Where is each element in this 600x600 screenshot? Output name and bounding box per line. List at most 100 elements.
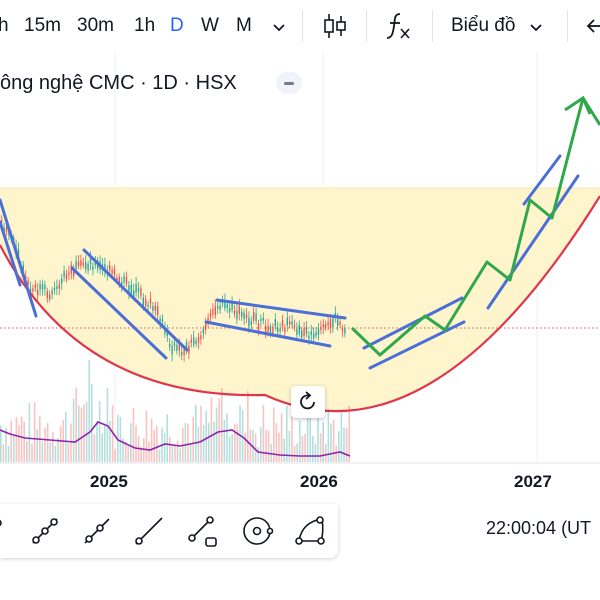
- candle-body: [274, 319, 276, 327]
- volume-bar: [59, 426, 62, 462]
- cup-curve: [0, 195, 600, 413]
- candle-body: [128, 285, 130, 294]
- trend-angle-tool-icon[interactable]: [186, 514, 220, 548]
- chevron-down-icon[interactable]: [527, 18, 545, 36]
- candle-body: [202, 329, 204, 334]
- price-chart[interactable]: [0, 52, 600, 465]
- volume-bar: [13, 435, 15, 462]
- candle-body: [236, 310, 238, 320]
- trend-line-tool-icon[interactable]: [0, 514, 24, 548]
- candle-body: [121, 281, 123, 287]
- candle-body: [310, 331, 312, 336]
- clock-display[interactable]: 22:00:04 (UT: [486, 518, 592, 538]
- candle-body: [289, 321, 291, 325]
- volume-bar: [44, 427, 46, 462]
- interval-15m-button[interactable]: 15m: [24, 15, 61, 36]
- arc-tool-icon[interactable]: [294, 514, 328, 548]
- candle-body: [65, 274, 68, 280]
- volume-bar: [119, 416, 122, 462]
- candle-body: [58, 284, 60, 289]
- volume-bar: [117, 414, 119, 462]
- candle-body: [29, 288, 32, 295]
- candle-body: [1, 219, 3, 222]
- volume-bar: [2, 444, 5, 462]
- volume-bar: [49, 442, 51, 462]
- volume-bar: [36, 429, 38, 462]
- candle-body: [317, 328, 320, 335]
- toolbar-divider: [366, 10, 367, 42]
- candle-body: [255, 313, 257, 321]
- toolbar-divider: [567, 10, 568, 42]
- volume-bar: [187, 423, 189, 462]
- interval-m-button[interactable]: M: [236, 15, 252, 36]
- volume-bar: [278, 432, 280, 462]
- candle-body: [277, 327, 279, 332]
- candle-body: [51, 290, 53, 295]
- candle-body: [257, 323, 260, 332]
- candle-body: [164, 328, 166, 334]
- volume-bar: [239, 405, 241, 462]
- candle-body: [166, 330, 168, 336]
- collapse-legend-button[interactable]: [276, 72, 302, 94]
- cup-zone: [0, 188, 600, 411]
- candle-body: [140, 288, 142, 296]
- candle-body: [243, 312, 245, 319]
- candle-body: [171, 345, 173, 355]
- volume-bar: [85, 401, 88, 462]
- volume-bar: [169, 436, 171, 462]
- circle-tool-icon[interactable]: [240, 514, 274, 548]
- candle-body: [44, 284, 46, 290]
- volume-bar: [306, 403, 309, 462]
- volume-bar: [98, 401, 101, 462]
- volume-bar: [28, 403, 31, 462]
- top-toolbar: h 15m 30m 1h D W M Biểu đồ: [0, 0, 600, 52]
- volume-bar: [31, 443, 33, 462]
- volume-bar: [275, 423, 278, 462]
- candle-body: [68, 272, 70, 275]
- volume-bar: [267, 430, 270, 462]
- volume-bar: [314, 443, 317, 462]
- volume-bar: [262, 404, 265, 462]
- candle-body: [313, 333, 315, 339]
- indicators-fx-icon[interactable]: [384, 10, 414, 42]
- time-axis-label: 2026: [300, 472, 338, 491]
- volume-bar: [46, 422, 49, 462]
- volume-bar: [286, 405, 288, 462]
- info-line-tool-icon[interactable]: [28, 514, 62, 548]
- interval-30m-button[interactable]: 30m: [77, 15, 114, 36]
- candle-body: [281, 320, 284, 327]
- volume-bar: [93, 434, 96, 462]
- candle-body: [116, 277, 118, 281]
- undo-icon[interactable]: [584, 16, 600, 36]
- chevron-down-icon[interactable]: [270, 18, 288, 36]
- candle-body: [327, 322, 329, 326]
- candle-body: [157, 306, 159, 315]
- candle-body: [159, 318, 161, 323]
- extended-line-tool-icon[interactable]: [132, 514, 166, 548]
- volume-bar: [205, 410, 207, 462]
- candle-body: [284, 327, 286, 333]
- interval-hour-button[interactable]: h: [0, 15, 9, 36]
- candle-body: [125, 277, 128, 284]
- candle-body: [193, 337, 195, 345]
- reset-chart-button[interactable]: [291, 386, 325, 418]
- candle-body: [173, 343, 176, 346]
- interval-1h-button[interactable]: 1h: [134, 15, 156, 36]
- volume-bar: [158, 449, 161, 462]
- volume-bar: [254, 433, 257, 462]
- candle-body: [17, 248, 20, 258]
- volume-bar: [163, 433, 166, 462]
- interval-d-button[interactable]: D: [170, 15, 184, 36]
- volume-bar: [192, 416, 194, 462]
- volume-bar: [148, 441, 150, 462]
- candle-body: [322, 324, 324, 328]
- volume-bar: [75, 387, 77, 462]
- chart-type-button[interactable]: Biểu đồ: [451, 15, 516, 36]
- time-axis-label: 2027: [514, 472, 552, 491]
- volume-bar: [140, 446, 142, 462]
- volume-ma-line: [0, 421, 351, 457]
- ray-tool-icon[interactable]: [80, 514, 114, 548]
- volume-bar: [10, 420, 12, 462]
- candlestick-icon[interactable]: [322, 12, 348, 40]
- interval-w-button[interactable]: W: [201, 15, 219, 36]
